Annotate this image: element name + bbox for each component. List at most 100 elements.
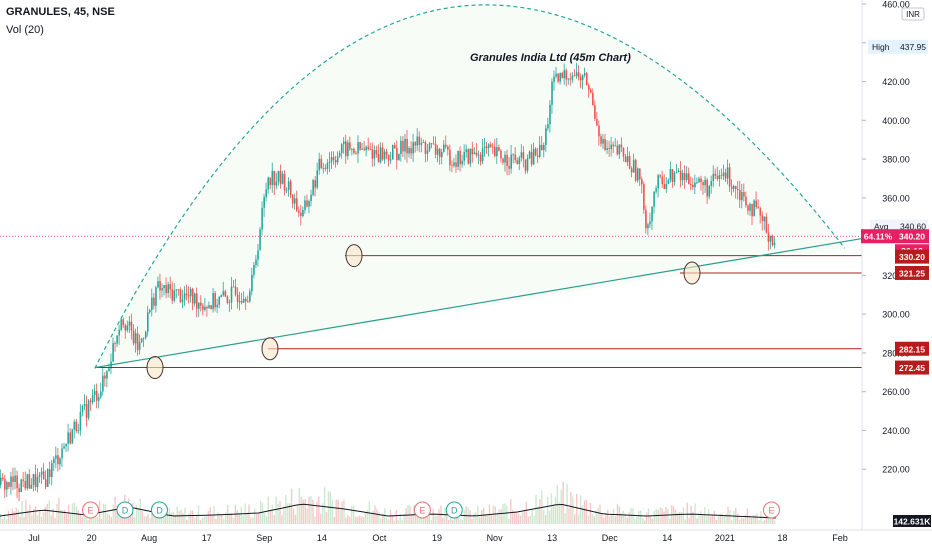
candle-body bbox=[283, 173, 286, 191]
candle-body bbox=[2, 477, 4, 479]
candle-body bbox=[602, 139, 604, 144]
level-badge: 330.20 bbox=[899, 252, 925, 262]
candle-body bbox=[494, 146, 496, 157]
volume-bar bbox=[589, 502, 592, 524]
volume-bar bbox=[323, 486, 326, 524]
volume-bar bbox=[758, 520, 760, 524]
candle-body bbox=[622, 147, 625, 157]
volume-bar bbox=[393, 520, 396, 524]
candle-body bbox=[26, 474, 29, 489]
volume-bar bbox=[60, 509, 62, 524]
candle-body bbox=[624, 156, 627, 163]
candle-body bbox=[371, 149, 374, 159]
candle-body bbox=[634, 159, 637, 181]
volume-bar bbox=[356, 516, 359, 524]
volume-bar bbox=[535, 494, 537, 524]
candle-body bbox=[520, 152, 523, 158]
candle-body bbox=[244, 298, 247, 302]
volume-bar bbox=[29, 504, 31, 524]
candle-body bbox=[347, 142, 349, 157]
candle-body bbox=[71, 429, 74, 444]
volume-bar bbox=[612, 508, 615, 524]
event-marker-label: D bbox=[451, 506, 458, 516]
candle-body bbox=[189, 288, 192, 297]
support-levels bbox=[0, 235, 862, 369]
time-tick-label: 14 bbox=[317, 533, 327, 543]
volume-bar bbox=[360, 516, 363, 524]
candle-body bbox=[569, 78, 572, 80]
volume-bar bbox=[224, 512, 227, 524]
volume-bar bbox=[287, 503, 289, 524]
candle-body bbox=[730, 186, 733, 189]
candle-body bbox=[281, 173, 284, 184]
volume-bar bbox=[11, 508, 14, 524]
candle-body bbox=[310, 194, 312, 201]
candle-body bbox=[232, 286, 235, 288]
volume-bar bbox=[424, 518, 427, 524]
candle-body bbox=[653, 191, 655, 207]
candle-body bbox=[222, 291, 225, 296]
volume-bar bbox=[269, 510, 271, 524]
candle-body bbox=[140, 338, 143, 343]
symbol-title[interactable]: GRANULES, 45, NSE bbox=[6, 6, 115, 18]
candle-body bbox=[534, 148, 537, 156]
candle-body bbox=[471, 148, 474, 155]
volume-bar bbox=[597, 508, 599, 524]
candle-body bbox=[469, 148, 472, 164]
volume-bar bbox=[120, 516, 122, 524]
volume-bar bbox=[754, 514, 756, 524]
candle-body bbox=[453, 162, 455, 166]
candle-body bbox=[530, 151, 533, 165]
volume-bar bbox=[174, 514, 176, 524]
candle-body bbox=[318, 158, 321, 171]
candle-body bbox=[165, 285, 167, 293]
candle-body bbox=[524, 159, 527, 171]
volume-bar bbox=[314, 516, 316, 524]
volume-bar bbox=[762, 521, 764, 524]
time-axis[interactable]: Jul 20 Aug 17 Sep 14 Oct 19 Nov 13 Dec 14 2021 18 Feb bbox=[0, 529, 932, 543]
volume-bar bbox=[746, 508, 749, 524]
volume-bar bbox=[682, 507, 685, 524]
volume-bar bbox=[145, 516, 147, 524]
volume-bar bbox=[704, 507, 706, 524]
candle-body bbox=[483, 146, 486, 149]
candle-body bbox=[536, 155, 539, 157]
volume-bar bbox=[312, 499, 314, 524]
candle-body bbox=[498, 147, 500, 151]
candle-body bbox=[198, 302, 200, 309]
candle-body bbox=[722, 172, 725, 176]
volume-bar bbox=[203, 516, 206, 524]
volume-bar bbox=[44, 506, 47, 524]
candle-body bbox=[416, 136, 419, 146]
candle-body bbox=[700, 178, 702, 183]
volume-bar bbox=[178, 511, 180, 524]
candle-body bbox=[332, 157, 335, 160]
volume-bar bbox=[587, 515, 590, 524]
volume-bar bbox=[13, 511, 15, 524]
candle-body bbox=[163, 285, 165, 289]
volume-bar bbox=[100, 518, 103, 524]
volume-bar bbox=[223, 519, 225, 524]
volume-bar bbox=[38, 510, 41, 524]
volume-bar bbox=[277, 503, 279, 524]
candle-body bbox=[159, 281, 161, 291]
price-tick-label: 240.00 bbox=[882, 426, 910, 436]
candle-body bbox=[312, 180, 314, 195]
volume-bar bbox=[387, 519, 390, 524]
candle-body bbox=[688, 173, 690, 185]
candle-body bbox=[549, 104, 551, 125]
candle-body bbox=[600, 136, 602, 144]
volume-bar bbox=[263, 513, 266, 524]
volume-bar bbox=[318, 496, 320, 524]
volume-indicator-label[interactable]: Vol (20) bbox=[6, 24, 44, 36]
volume-bar bbox=[463, 509, 465, 524]
candle-body bbox=[645, 209, 647, 229]
candle-body bbox=[204, 306, 206, 310]
volume-bar bbox=[141, 511, 143, 524]
volume-bar bbox=[480, 510, 483, 524]
volume-bar bbox=[407, 504, 409, 524]
candle-body bbox=[144, 331, 147, 338]
volume-bar bbox=[438, 509, 440, 524]
arc-curve bbox=[94, 4, 846, 369]
